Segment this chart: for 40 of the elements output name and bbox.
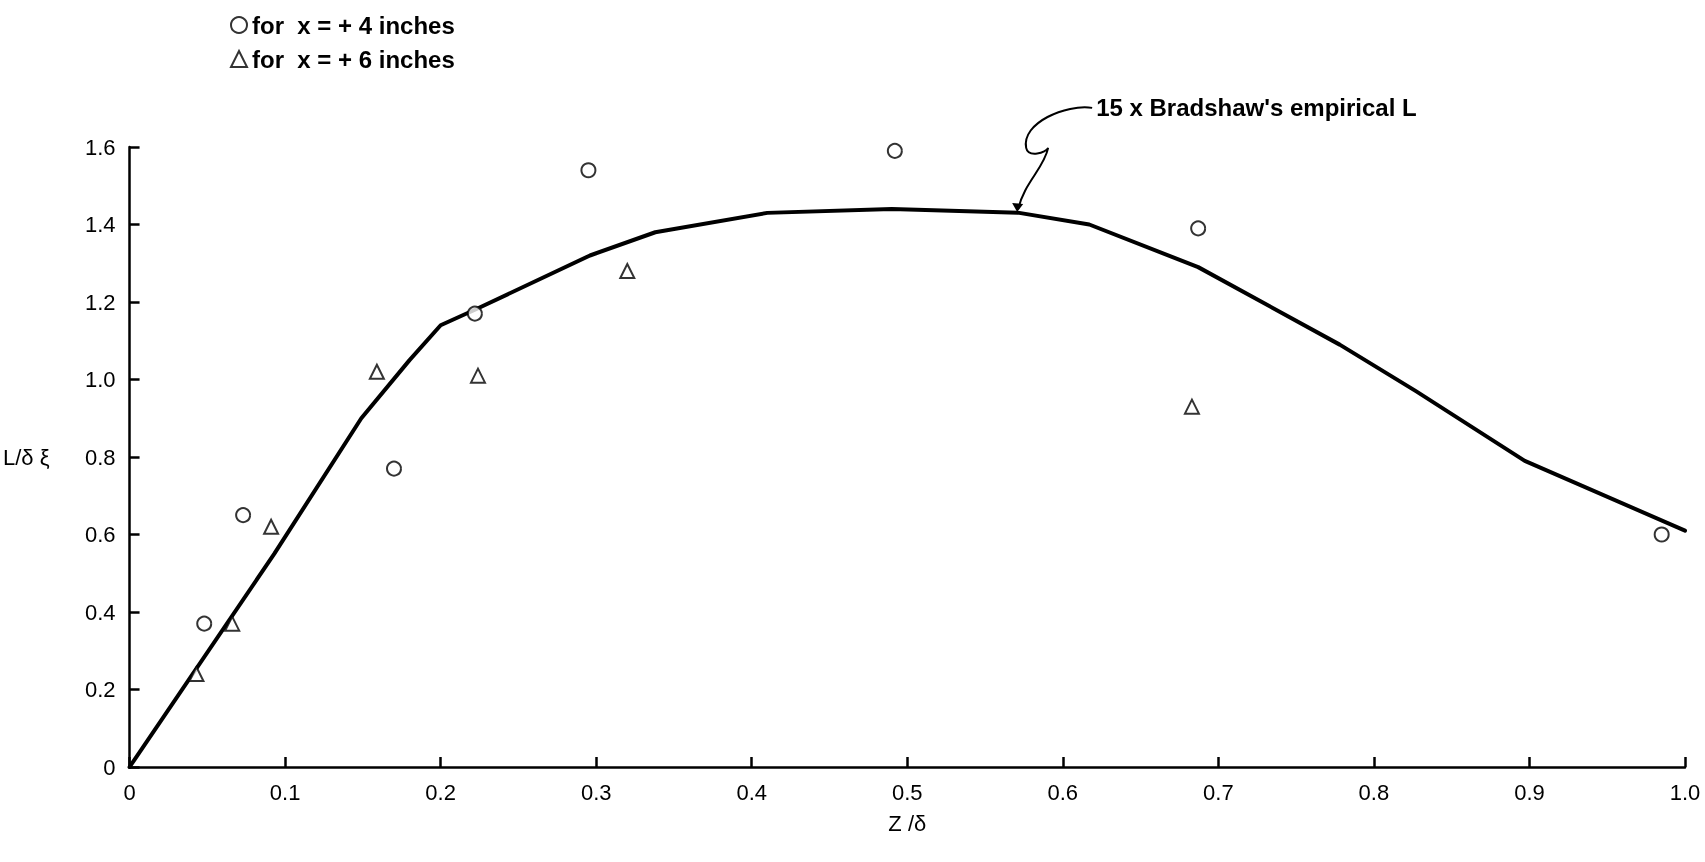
point [368,363,385,380]
x-tick-label: 0.8 [1358,779,1390,805]
x-tick-label: 0.6 [1047,779,1079,805]
y-tick-label: 0 [103,754,116,780]
y-tick-label: 1.4 [84,212,116,237]
y-tick-label: 0.6 [84,522,116,547]
legend-label: for x = + 4 inches [252,11,455,39]
point [886,142,903,159]
point [619,263,636,279]
point [235,507,252,524]
x-tick-label: 0.7 [1203,779,1234,805]
point [469,367,486,384]
point [188,666,205,682]
point [196,615,213,632]
y-tick-label: 0.4 [84,599,116,625]
y-tick-label: 0.8 [84,444,116,470]
y-tick-label: 1.0 [84,367,116,392]
x-tick-label: 1.0 [1669,779,1701,805]
point [466,305,483,322]
annotation: 15 x Bradshaw's empirical L [1096,94,1417,122]
x-tick-label: 0.4 [736,779,768,805]
x-tick-label: 0 [123,779,136,805]
y-tick-label: 0.2 [84,677,116,702]
x-tick-label: 0.2 [425,779,456,805]
point [1190,220,1207,237]
y-tick-label: 1.2 [84,289,116,315]
point [1653,526,1670,543]
point [1183,398,1200,415]
point [263,518,280,535]
point [224,615,241,632]
y-axis-title: L/δ ξ [2,444,50,470]
point [580,162,597,179]
point [386,460,402,477]
x-tick-label: 0.3 [580,779,612,805]
x-tick-label: 0.1 [269,779,301,805]
legend-label: for x = + 6 inches [252,45,455,73]
y-tick-label: 1.6 [84,134,116,160]
x-tick-label: 0.5 [891,779,923,805]
x-axis-title: Z /δ [888,810,927,836]
x-tick-label: 0.9 [1514,779,1545,805]
